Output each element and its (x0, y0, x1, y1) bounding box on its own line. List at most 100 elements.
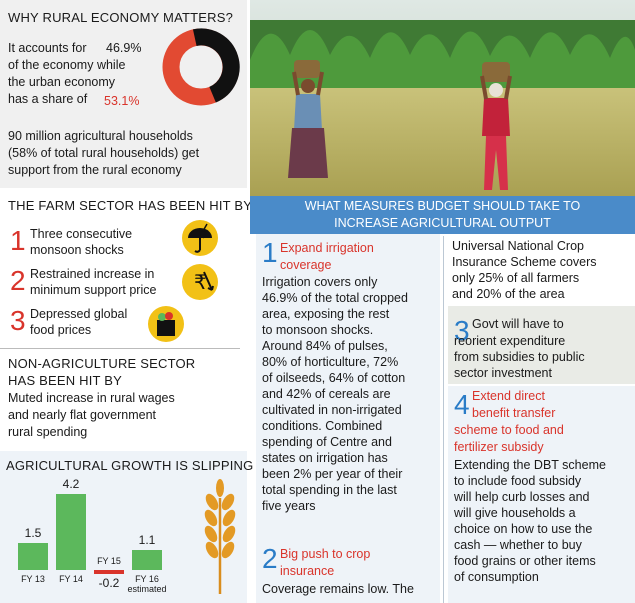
measure-2-number: 2 (262, 543, 278, 574)
measure-1-body-line: been 2% per year of their (262, 467, 403, 481)
measures-banner-line1: WHAT MEASURES BUDGET SHOULD TAKE TO (304, 199, 581, 213)
measure-1-number: 1 (262, 237, 278, 268)
farm-heading: THE FARM SECTOR HAS BEEN HIT BY (8, 198, 253, 213)
measure-1-body-line: conditions. Combined (262, 419, 383, 433)
rural-share-value: 46.9% (106, 41, 142, 55)
farm-item-2-line1: Restrained increase in (30, 267, 155, 281)
measure-1-body-line: 46.9% of the total cropped (262, 291, 408, 305)
growth-category-label: FY 16 estimated (127, 574, 167, 594)
rural-line1: It accounts for (8, 41, 87, 55)
crop-insurance-line: Insurance Scheme covers (452, 255, 597, 269)
measure-2-title-line2: insurance (280, 564, 335, 578)
measure-1-body-line: spending of Centre and (262, 435, 392, 449)
nonagri-line3: rural spending (8, 425, 88, 439)
measure-4-body-line: choice on how to use the (454, 522, 593, 536)
measure-1-title-line1: Expand irrigation (280, 241, 374, 255)
measure-4-title-line2: benefit transfer (472, 406, 556, 420)
measures-banner (250, 196, 635, 234)
measure-2-title-line1: Big push to crop (280, 547, 371, 561)
measure-1-body-line: of oilseeds, 64% of cotton (262, 371, 406, 385)
farm-item-2-line2: minimum support price (30, 283, 157, 297)
measure-3-number: 3 (454, 315, 470, 346)
measure-1-body-line: states on irrigation has (262, 451, 388, 465)
growth-bar-value: 1.1 (138, 533, 156, 548)
measure-1-body-line: Around 84% of pulses, (262, 339, 388, 353)
measure-3-body: reorient expenditure from subsidies to pu… (454, 333, 634, 381)
measure-4-body-line: food grains or other items (454, 554, 596, 568)
umbrella-lightning-icon (182, 220, 218, 256)
crop-insurance-line: Universal National Crop (452, 239, 585, 253)
farm-item-3-number: 3 (10, 305, 26, 336)
measure-4-title-line3: scheme to food and (454, 423, 564, 437)
growth-category-label: FY 14 (59, 574, 83, 584)
farm-item-2-number: 2 (10, 265, 26, 296)
households-line1: 90 million agricultural households (8, 129, 193, 143)
farm-item-3-line2: food prices (30, 323, 92, 337)
urban-share-value: 53.1% (104, 94, 140, 108)
farm-item-1-line2: monsoon shocks (30, 243, 124, 257)
nonagri-heading-line1: NON-AGRICULTURE SECTOR (8, 356, 196, 371)
measure-1-body-line: Irrigation covers only (262, 275, 378, 289)
svg-text:₹: ₹ (194, 270, 207, 294)
measure-3-title: Govt will have to (472, 317, 564, 331)
measure-1-body-line: and 42% of cereals are (262, 387, 391, 401)
measures-banner-line2: INCREASE AGRICULTURAL OUTPUT (334, 216, 551, 230)
measure-3-box (448, 306, 635, 384)
crop-insurance-line: and 20% of the area (452, 287, 565, 301)
measure-1-body-line: five years (262, 499, 316, 513)
households-line2: (58% of total rural households) get (8, 146, 200, 160)
farm-item-1-line1: Three consecutive (30, 227, 133, 241)
nonagri-heading-line2: HAS BEEN HIT BY (8, 373, 123, 388)
crop-insurance-continued: Universal National Crop Insurance Scheme … (452, 238, 632, 302)
rural-line2: of the economy while (8, 58, 126, 72)
measure-3-body-line: from subsidies to public (454, 350, 585, 364)
growth-category-label: FY 13 (21, 574, 45, 584)
growth-bar (132, 550, 162, 570)
measures-column-1 (256, 234, 440, 603)
farm-item-3-line1: Depressed global (30, 307, 128, 321)
measure-4-body-line: of consumption (454, 570, 539, 584)
growth-bar-value: 4.2 (62, 477, 80, 492)
measure-4-body: Extending the DBT scheme to include food … (454, 457, 634, 585)
households-line3: support from the rural economy (8, 163, 182, 177)
rural-share-arc (192, 28, 240, 103)
measure-4-title-line4: fertilizer subsidy (454, 440, 544, 454)
measure-1-body-line: total spending in the last (262, 483, 397, 497)
growth-bar (56, 494, 86, 570)
measure-4-number: 4 (454, 389, 470, 420)
measure-4-body-line: Extending the DBT scheme (454, 458, 606, 472)
grocery-bag-icon (148, 306, 184, 342)
growth-category-label: FY 15 (97, 556, 121, 566)
measure-4-title-line1: Extend direct (472, 389, 545, 403)
measure-3-body-line: reorient expenditure (454, 334, 566, 348)
growth-bar (18, 543, 48, 570)
growth-bar (94, 570, 124, 574)
measure-3-body-line: sector investment (454, 366, 552, 380)
growth-heading: AGRICULTURAL GROWTH IS SLIPPING (6, 458, 254, 473)
measure-1-body: Irrigation covers only 46.9% of the total… (262, 274, 440, 514)
measure-1-body-line: cultivated in non-irrigated (262, 403, 402, 417)
growth-bar-chart: 1.5 FY 13 4.2 FY 14 -0.2 FY 15 1.1 FY 16 estimat… (0, 470, 200, 603)
growth-bar-value: -0.2 (98, 576, 120, 590)
measure-4-body-line: will give households a (454, 506, 576, 520)
measure-4-body-line: cash — whether to buy (454, 538, 582, 552)
growth-bar-value: 1.5 (24, 526, 42, 540)
farm-item-1-number: 1 (10, 225, 26, 256)
farmers-field-photo (250, 0, 635, 196)
wheat-icon (204, 479, 236, 594)
section-divider (0, 348, 240, 349)
rupee-down-icon: ₹ (182, 264, 218, 300)
economy-share-donut (162, 28, 240, 106)
rural-line4: has a share of (8, 92, 88, 106)
nonagri-line1: Muted increase in rural wages (8, 391, 175, 405)
rural-line3: the urban economy (8, 75, 116, 89)
measure-4-box (448, 386, 635, 603)
measure-1-body-line: area, exposing the rest (262, 307, 390, 321)
measure-4-body-line: to include food subsidy (454, 474, 582, 488)
measure-1-body-line: 80% of horticulture, 72% (262, 355, 399, 369)
measure-2-line1: Coverage remains low. The (262, 582, 414, 596)
measure-1-title-line2: coverage (280, 258, 332, 272)
measure-4-body-line: will help curb losses and (454, 490, 590, 504)
column-divider (443, 236, 444, 603)
nonagri-line2: and nearly flat government (8, 408, 157, 422)
